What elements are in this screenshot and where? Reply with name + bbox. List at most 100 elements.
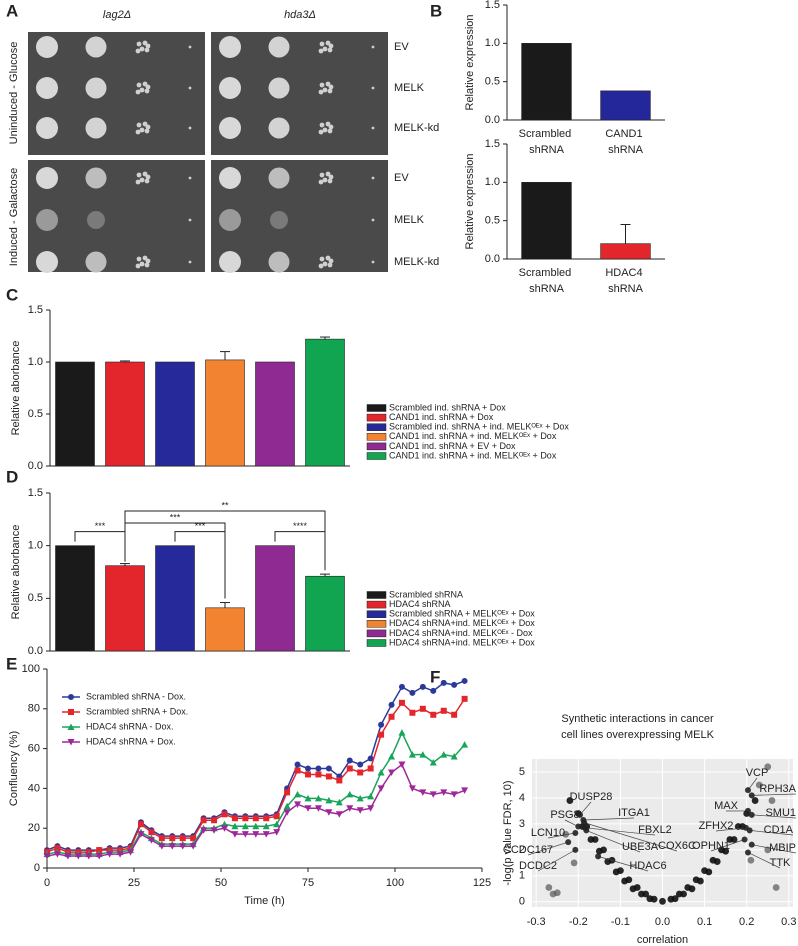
spot [322, 127, 328, 133]
marker [377, 785, 385, 792]
spot [318, 48, 324, 54]
marker [158, 843, 166, 850]
legend-label: Scrambled ind. shRNA + Dox [389, 402, 506, 412]
marker [169, 835, 176, 842]
spot [319, 122, 325, 128]
chart-title: cell lines overexpressing MELK [561, 729, 715, 741]
error-bar [120, 563, 130, 566]
spot [322, 46, 328, 52]
marker [357, 769, 364, 776]
marker [262, 831, 270, 838]
point [595, 847, 603, 855]
y-tick-label: 0.0 [485, 253, 500, 265]
marker [252, 822, 260, 830]
marker [147, 837, 155, 844]
marker [96, 847, 103, 854]
x-tick-label: 100 [386, 877, 404, 889]
x-tick-label: 75 [302, 877, 314, 889]
spot [328, 84, 334, 90]
marker [95, 853, 103, 860]
spot [270, 211, 288, 229]
spot [318, 129, 324, 135]
legend-swatch [366, 620, 387, 628]
marker [440, 789, 448, 796]
bar [105, 565, 145, 652]
marker [241, 822, 249, 830]
marker [408, 785, 416, 792]
panel-letter: C [6, 285, 18, 304]
spot [328, 258, 334, 264]
error-bar [320, 336, 330, 340]
marker [137, 831, 145, 838]
condition-label: Induced - Galactose [8, 168, 20, 266]
spot [327, 88, 333, 94]
point [572, 846, 579, 853]
x-tick-label: 0.3 [781, 916, 796, 928]
marker [346, 765, 353, 772]
y-tick-label: 0 [34, 862, 40, 874]
bar [255, 361, 295, 467]
x-tick-label: Scrambled shRNA [519, 128, 575, 156]
error-bar [220, 602, 230, 608]
y-tick-label: 1.5 [28, 304, 43, 316]
marker [231, 822, 239, 830]
marker [294, 790, 302, 798]
marker [190, 835, 197, 842]
legend-label: HDAC4 shRNA+ind. MELKᴼᴱˣ + Dox [389, 637, 535, 647]
marker [325, 773, 332, 780]
marker [273, 829, 281, 836]
marker [357, 761, 364, 768]
spot [135, 89, 141, 95]
marker [388, 701, 395, 708]
spot [319, 172, 325, 178]
marker [158, 835, 165, 842]
significance-label: **** [293, 521, 308, 531]
point [583, 827, 590, 834]
y-tick-label: 20 [28, 822, 40, 834]
marker [367, 755, 374, 762]
panel-letter: A [6, 1, 18, 20]
spot [327, 178, 333, 184]
marker [200, 817, 207, 824]
leader-line [710, 839, 745, 852]
spot [371, 176, 375, 180]
marker [409, 689, 416, 696]
point [680, 890, 687, 898]
marker [304, 794, 312, 802]
legend-swatch [366, 413, 387, 422]
spot [136, 172, 142, 178]
plate-image [211, 32, 388, 155]
point [741, 836, 748, 843]
y-tick-label: 2 [519, 844, 525, 856]
spot [219, 167, 241, 189]
point [722, 847, 730, 855]
spot [85, 117, 107, 139]
y-axis-label: Confluency (%) [8, 731, 20, 806]
point [587, 836, 595, 843]
spot [139, 127, 145, 133]
marker [294, 767, 301, 774]
spot [36, 36, 58, 58]
spot [322, 87, 328, 93]
marker [67, 723, 75, 730]
spot [328, 174, 334, 180]
point [744, 807, 751, 814]
marker [305, 765, 311, 772]
point-label: ITGA1 [618, 807, 650, 819]
leader-line [751, 814, 797, 819]
point [549, 890, 557, 898]
y-tick-label: 1.0 [28, 356, 43, 368]
point [744, 787, 751, 794]
legend-label: Scrambled shRNA [389, 589, 463, 599]
marker [377, 768, 385, 776]
strain-label: hda3Δ [284, 9, 316, 21]
y-axis-label: Relative expression [464, 15, 476, 111]
legend-swatch [366, 404, 387, 412]
marker [273, 820, 281, 828]
y-axis-label: Relative aborbance [10, 341, 22, 436]
marker [314, 805, 322, 812]
point-label: OPHN1 [692, 840, 730, 852]
marker [440, 679, 447, 686]
point-label: HDAC6 [629, 860, 666, 872]
point [659, 897, 666, 905]
